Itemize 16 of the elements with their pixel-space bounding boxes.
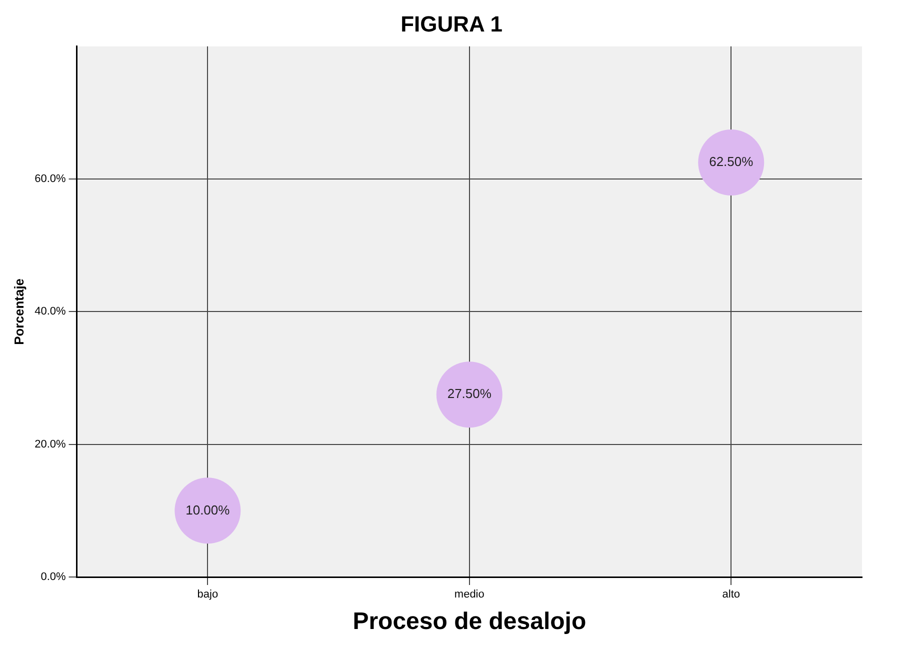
point [698, 129, 764, 196]
x-tick-label: bajo [197, 588, 218, 601]
y-tick-label: 0.0% [40, 571, 66, 584]
x-axis-title: Proceso de desalojo [352, 608, 586, 636]
y-axis-title: Porcentaje [11, 278, 26, 345]
y-tick-label: 40.0% [34, 306, 66, 318]
chart-title: FIGURA 1 [400, 11, 502, 36]
y-tick-label: 60.0% [34, 173, 66, 186]
data-label: 27.50% [447, 386, 492, 402]
y-tick-label: 20.0% [34, 438, 66, 450]
x-tick-label: medio [454, 588, 484, 601]
x-tick-label: alto [722, 588, 740, 601]
point [436, 362, 502, 428]
data-label: 10.00% [186, 502, 230, 518]
point [174, 478, 241, 544]
data-label: 62.50% [709, 154, 754, 170]
